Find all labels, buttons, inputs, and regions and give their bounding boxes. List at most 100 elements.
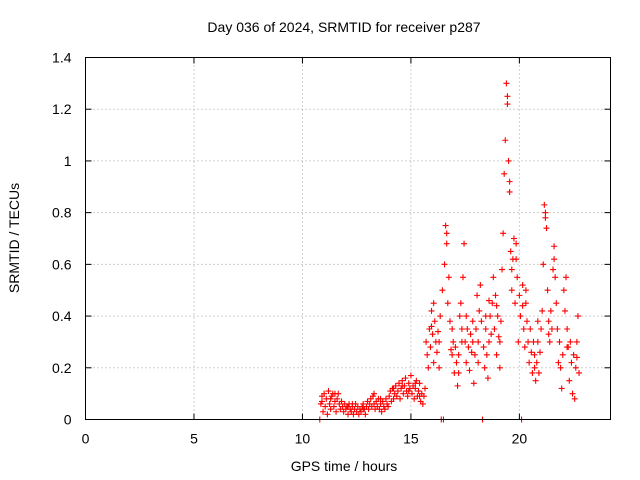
data-point <box>378 408 385 415</box>
data-point <box>428 307 435 314</box>
data-point <box>486 297 493 304</box>
data-point <box>474 292 481 299</box>
data-point <box>496 364 503 371</box>
data-point <box>535 369 542 376</box>
data-point <box>553 300 560 307</box>
data-point <box>456 313 463 320</box>
data-point <box>557 364 564 371</box>
data-point <box>338 398 345 405</box>
data-point <box>519 282 526 289</box>
data-point <box>450 338 457 345</box>
data-point <box>429 331 436 338</box>
data-point <box>528 349 535 356</box>
data-point <box>517 313 524 320</box>
data-point <box>477 282 484 289</box>
data-point <box>547 307 554 314</box>
data-point <box>444 300 451 307</box>
data-point <box>496 338 503 345</box>
data-point <box>445 274 452 281</box>
data-point <box>452 344 459 351</box>
data-point <box>443 240 450 247</box>
data-point <box>531 364 538 371</box>
data-point <box>504 93 511 100</box>
data-point <box>419 400 426 407</box>
data-point <box>458 338 465 345</box>
data-point <box>371 390 378 397</box>
data-point <box>439 287 446 294</box>
data-point <box>475 359 482 366</box>
data-point <box>558 385 565 392</box>
grid <box>85 57 611 420</box>
data-point <box>455 351 462 358</box>
y-tick-label: 0.8 <box>52 205 72 221</box>
data-point <box>539 307 546 314</box>
data-point <box>399 382 406 389</box>
data-point <box>484 375 491 382</box>
x-tick-label: 15 <box>403 431 419 447</box>
data-point <box>386 393 393 400</box>
data-point <box>529 369 536 376</box>
data-point <box>532 377 539 384</box>
data-point <box>546 338 553 345</box>
y-tick-label: 0.2 <box>52 360 72 376</box>
data-point <box>486 338 493 345</box>
x-tick-label: 5 <box>190 431 198 447</box>
data-point <box>320 408 327 415</box>
data-point <box>490 274 497 281</box>
data-point <box>457 300 464 307</box>
data-point <box>454 382 461 389</box>
plot-frame <box>85 57 611 420</box>
data-point <box>569 390 576 397</box>
data-point <box>464 326 471 332</box>
data-point <box>514 274 521 281</box>
data-point <box>350 411 357 418</box>
data-point <box>458 326 465 332</box>
data-point <box>328 393 335 400</box>
data-point <box>446 318 453 325</box>
data-point <box>423 338 430 345</box>
data-point <box>369 393 376 400</box>
data-point <box>501 170 508 177</box>
data-point <box>523 318 530 325</box>
data-point <box>516 292 523 299</box>
data-point <box>503 80 510 87</box>
data-point <box>398 385 405 392</box>
data-point <box>550 266 557 273</box>
data-point <box>400 390 407 397</box>
data-point <box>508 266 515 273</box>
data-point <box>428 323 435 330</box>
data-point <box>515 338 522 345</box>
data-point <box>331 390 338 397</box>
data-point <box>431 318 438 325</box>
data-point <box>422 385 429 392</box>
data-point <box>555 359 562 366</box>
data-point <box>556 338 563 345</box>
data-point <box>327 395 334 402</box>
data-point <box>574 313 581 320</box>
data-point <box>390 385 397 392</box>
data-point <box>365 406 372 413</box>
data-point <box>360 406 367 413</box>
data-point <box>467 331 474 338</box>
data-point <box>536 349 543 356</box>
data-point <box>424 351 431 358</box>
data-point <box>492 292 499 299</box>
y-tick-label: 1 <box>64 153 72 169</box>
data-point <box>483 351 490 358</box>
data-point <box>412 385 419 392</box>
data-point <box>554 326 561 332</box>
data-point <box>385 403 392 410</box>
data-point <box>494 313 501 320</box>
data-point <box>491 326 498 332</box>
data-point <box>513 240 520 247</box>
data-point <box>482 313 489 320</box>
y-tick-label: 1.4 <box>52 50 72 66</box>
data-point <box>475 338 482 345</box>
data-point <box>481 364 488 371</box>
data-point <box>564 344 571 351</box>
data-point <box>453 359 460 366</box>
data-point <box>505 157 512 164</box>
data-point <box>510 235 517 242</box>
x-axis-tick-labels: 0 5 10 15 20 <box>82 431 528 447</box>
data-point <box>576 369 583 376</box>
